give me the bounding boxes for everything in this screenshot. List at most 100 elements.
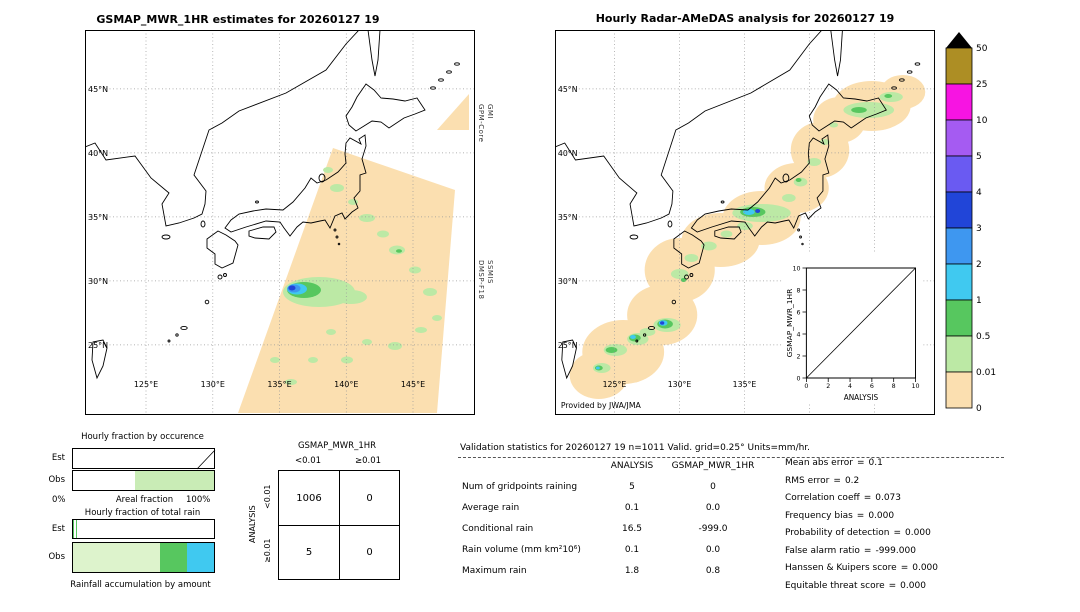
est-occurrence-wedge xyxy=(196,449,216,470)
score-label: Frequency bias xyxy=(785,511,853,521)
gsmap-estimates-map: 45°N 40°N 35°N 30°N 25°N 125°E 130°E 135… xyxy=(84,29,475,419)
colorbar-swatch xyxy=(945,371,973,409)
obs-row-label: Obs xyxy=(48,552,65,562)
contingency-header: GSMAP_MWR_1HR xyxy=(297,441,377,451)
est-row-label: Est xyxy=(51,524,65,534)
radar-analysis-map: 0 2 4 6 8 10 0 2 4 6 8 10 ANALYSIS GSMAP… xyxy=(554,29,936,419)
swath-label-dmsp-ssmis: DMSP-F18 SSMIS xyxy=(476,260,494,299)
score-row: Probability of detection = 0.000 xyxy=(785,528,935,538)
contingency-table: 1006 0 5 0 xyxy=(278,470,400,580)
contingency-cell: 0 xyxy=(339,471,399,525)
contingency-cell: 0 xyxy=(339,525,399,579)
swath-label-line: DMSP-F18 xyxy=(477,260,485,300)
radar-map-canvas: 0 2 4 6 8 10 0 2 4 6 8 10 ANALYSIS GSMAP… xyxy=(554,29,936,416)
score-row: Equitable threat score = 0.000 xyxy=(785,581,930,591)
est-row-label: Est xyxy=(51,453,65,463)
equals-sign: = xyxy=(833,476,841,486)
stats-value: 0.1 xyxy=(624,545,640,555)
stats-value: 0.0 xyxy=(705,503,721,513)
equals-sign: = xyxy=(893,528,902,538)
left-map-title: GSMAP_MWR_1HR estimates for 20260127 19 xyxy=(96,13,380,26)
score-row: Frequency bias = 0.000 xyxy=(785,511,898,521)
colorbar-label: 25 xyxy=(976,80,987,90)
stats-value: 0.0 xyxy=(705,545,721,555)
contingency-cell: 1006 xyxy=(296,492,322,504)
stats-value: -999.0 xyxy=(698,524,728,534)
colorbar-swatch xyxy=(945,227,973,265)
satellite-swath-layer xyxy=(238,94,469,413)
colorbar-label: 5 xyxy=(976,152,982,162)
contingency-col-label: <0.01 xyxy=(294,456,322,466)
lat-tick: 40°N xyxy=(88,149,108,158)
stats-value: 0 xyxy=(710,482,716,492)
gsmap-map-canvas: 45°N 40°N 35°N 30°N 25°N 125°E 130°E 135… xyxy=(84,29,475,415)
scatter-inset: 0 2 4 6 8 10 0 2 4 6 8 10 ANALYSIS GSMAP… xyxy=(782,254,924,404)
score-value: 0.2 xyxy=(844,476,860,486)
inset-y-tick: 8 xyxy=(797,286,801,294)
score-label: RMS error xyxy=(785,476,830,486)
colorbar-swatch xyxy=(945,299,973,337)
stats-value: 0.8 xyxy=(705,566,721,576)
one-to-one-line xyxy=(806,267,916,379)
equals-sign: = xyxy=(856,511,865,521)
stats-col-header: ANALYSIS xyxy=(610,461,654,471)
colorbar-label: 0.5 xyxy=(976,332,990,342)
score-label: Mean abs error xyxy=(785,458,853,468)
score-label: Equitable threat score xyxy=(785,581,885,591)
stats-value: 0.1 xyxy=(624,503,640,513)
est-occurrence-bar xyxy=(72,448,216,470)
stats-row-label: Maximum rain xyxy=(462,566,527,576)
stats-value: 5 xyxy=(629,482,635,492)
colorbar-label: 2 xyxy=(976,260,982,270)
obs-occurrence-bar xyxy=(72,470,215,491)
swath-label-line: GMI xyxy=(486,104,494,120)
equals-sign: = xyxy=(856,458,865,468)
stats-title: Validation statistics for 20260127 19 n=… xyxy=(460,443,811,453)
stats-row-label: Num of gridpoints raining xyxy=(462,482,578,492)
stats-row-label: Conditional rain xyxy=(462,524,534,534)
inset-x-tick: 4 xyxy=(848,382,852,390)
score-value: 0.000 xyxy=(905,528,931,538)
score-row: Mean abs error = 0.1 xyxy=(785,458,887,468)
colorbar-swatch xyxy=(945,335,973,373)
lon-tick: 125°E xyxy=(134,380,158,389)
colorbar-label: 0.01 xyxy=(976,368,996,378)
score-row: Correlation coeff = 0.073 xyxy=(785,493,905,503)
inset-x-tick: 6 xyxy=(870,382,874,390)
colorbar-label: 0 xyxy=(976,404,982,414)
inset-x-tick: 0 xyxy=(804,382,808,390)
stats-col-header: GSMAP_MWR_1HR xyxy=(671,461,755,471)
overflow-arrow xyxy=(946,32,972,48)
contingency-row-label: <0.01 xyxy=(263,484,272,510)
stats-value: 1.8 xyxy=(624,566,640,576)
areal-axis-title: Areal fraction xyxy=(115,495,174,505)
stats-row-label: Rain volume (mm km²10⁶) xyxy=(462,545,581,555)
stats-value: 16.5 xyxy=(621,524,643,534)
lat-tick: 45°N xyxy=(88,85,108,94)
credit-text: Provided by JWA/JMA xyxy=(561,401,642,410)
lon-tick: 145°E xyxy=(401,380,425,389)
equals-sign: = xyxy=(888,581,897,591)
lat-tick: 30°N xyxy=(88,277,108,286)
colorbar-swatch xyxy=(945,155,973,193)
dashed-rule xyxy=(458,457,1004,458)
lat-tick: 25°N xyxy=(88,341,108,350)
colorbar-label: 10 xyxy=(976,116,988,126)
areal-axis-zero: 0% xyxy=(52,495,66,505)
areal-axis-hundred: 100% xyxy=(186,495,211,505)
colorbar-swatch xyxy=(945,119,973,157)
lon-tick: 135°E xyxy=(267,380,291,389)
colorbar-label: 4 xyxy=(976,188,982,198)
score-value: 0.000 xyxy=(900,581,926,591)
inset-y-tick: 10 xyxy=(792,264,800,272)
colorbar-label: 50 xyxy=(976,44,988,54)
colorbar-label: 3 xyxy=(976,224,982,234)
radar-rain-layer xyxy=(569,75,926,399)
coastlines xyxy=(84,29,460,380)
inset-y-axis-label: GSMAP_MWR_1HR xyxy=(785,289,794,358)
inset-x-axis-label: ANALYSIS xyxy=(844,393,879,402)
lon-tick: 140°E xyxy=(334,380,358,389)
inset-x-tick: 8 xyxy=(892,382,896,390)
inset-x-tick: 2 xyxy=(826,382,830,390)
score-label: Correlation coeff xyxy=(785,493,860,503)
